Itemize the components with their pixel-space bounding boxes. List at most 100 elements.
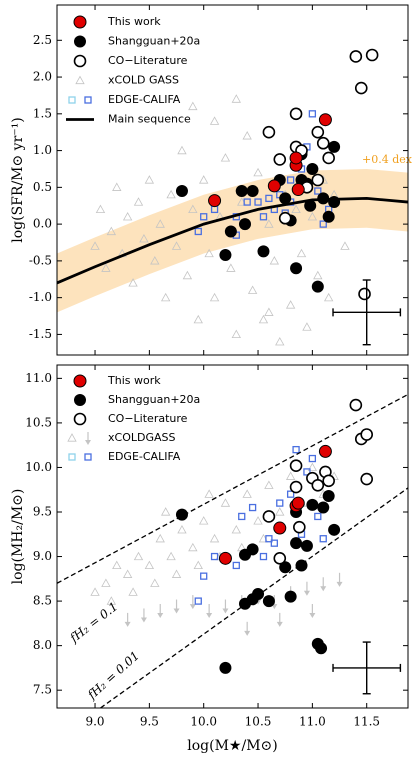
point xyxy=(262,595,275,608)
point xyxy=(270,539,278,547)
point xyxy=(252,587,265,600)
point xyxy=(313,270,323,280)
point xyxy=(311,125,325,139)
point xyxy=(204,489,214,498)
point xyxy=(220,498,231,507)
point xyxy=(155,533,165,543)
point xyxy=(289,459,303,472)
point xyxy=(246,185,259,198)
point xyxy=(269,256,280,265)
point xyxy=(188,101,198,111)
point xyxy=(171,241,182,250)
y-tick-label: -1.5 xyxy=(29,327,52,341)
point xyxy=(300,539,313,552)
point xyxy=(308,110,317,118)
point xyxy=(262,510,276,523)
line-label: fH₂ = 0.1 xyxy=(67,599,121,645)
point xyxy=(264,307,274,316)
upper-limit xyxy=(124,612,131,627)
y-tick-label: 10.5 xyxy=(25,415,52,429)
point xyxy=(219,661,232,674)
y-tick-label: 9.0 xyxy=(33,549,52,563)
point xyxy=(160,292,171,302)
point xyxy=(293,520,306,534)
point xyxy=(264,219,274,228)
y-tick-label: 8.5 xyxy=(33,594,52,608)
point xyxy=(209,533,220,543)
y-axis-label: log(MH₂/M⊙) xyxy=(10,489,26,585)
point xyxy=(248,503,257,512)
y-tick-label: 7.5 xyxy=(33,683,52,697)
point xyxy=(182,270,193,280)
legend-marker xyxy=(85,440,91,445)
point xyxy=(314,512,322,521)
point xyxy=(106,226,117,236)
y-tick-label: 2.0 xyxy=(33,70,52,84)
point xyxy=(101,263,111,272)
point xyxy=(302,322,312,331)
legend-label: EDGE-CALIFA xyxy=(108,450,181,463)
point xyxy=(323,292,334,302)
y-axis-label: log(SFR/M⊙ yr⁻¹) xyxy=(10,117,26,242)
point xyxy=(285,471,296,480)
limit-head xyxy=(320,586,327,592)
y-tick-label: -0.5 xyxy=(29,253,52,267)
point xyxy=(318,444,332,458)
legend-label: CO−Literature xyxy=(108,412,188,425)
point xyxy=(315,642,328,655)
point xyxy=(317,501,330,514)
limit-head xyxy=(157,613,164,618)
upper-limit xyxy=(157,604,164,618)
point xyxy=(171,569,182,578)
point xyxy=(322,210,335,223)
point xyxy=(90,587,100,596)
point xyxy=(193,314,203,324)
legend-marker xyxy=(84,96,92,104)
point xyxy=(307,462,318,472)
point xyxy=(175,185,188,198)
point xyxy=(144,175,155,184)
point xyxy=(360,428,374,441)
point xyxy=(188,542,198,552)
legend-marker xyxy=(67,433,77,442)
upper-limit xyxy=(309,604,316,618)
point xyxy=(291,496,305,510)
point xyxy=(226,263,236,272)
point xyxy=(286,490,295,498)
legend-marker xyxy=(74,394,86,406)
point xyxy=(194,597,202,605)
point xyxy=(296,248,307,258)
point xyxy=(291,204,301,214)
point xyxy=(259,552,268,561)
legend-label: Main sequence xyxy=(108,113,191,126)
point xyxy=(128,587,138,596)
point xyxy=(242,131,252,140)
frame xyxy=(56,364,409,709)
error-bar xyxy=(332,641,402,695)
point xyxy=(90,241,100,250)
legend-marker xyxy=(68,453,76,461)
line xyxy=(100,487,408,708)
point xyxy=(200,572,208,580)
annotation: +0.4 dex xyxy=(362,153,413,166)
point xyxy=(360,472,374,486)
point xyxy=(177,145,187,155)
point xyxy=(259,213,268,221)
point xyxy=(209,292,220,302)
point xyxy=(291,183,305,197)
x-tick-label: 11.5 xyxy=(353,715,380,729)
y-tick-label: 0.0 xyxy=(33,217,52,231)
point xyxy=(220,153,231,162)
y-tick-label: 11.0 xyxy=(25,371,52,385)
point xyxy=(316,136,330,150)
limit-head xyxy=(206,613,213,618)
point xyxy=(322,489,335,502)
point xyxy=(144,560,155,570)
point xyxy=(319,220,327,228)
point xyxy=(306,498,319,511)
plot-area xyxy=(57,48,408,346)
legend-label: Shangguan+20a xyxy=(108,35,200,48)
upper-limit xyxy=(222,599,229,614)
point xyxy=(246,543,259,556)
